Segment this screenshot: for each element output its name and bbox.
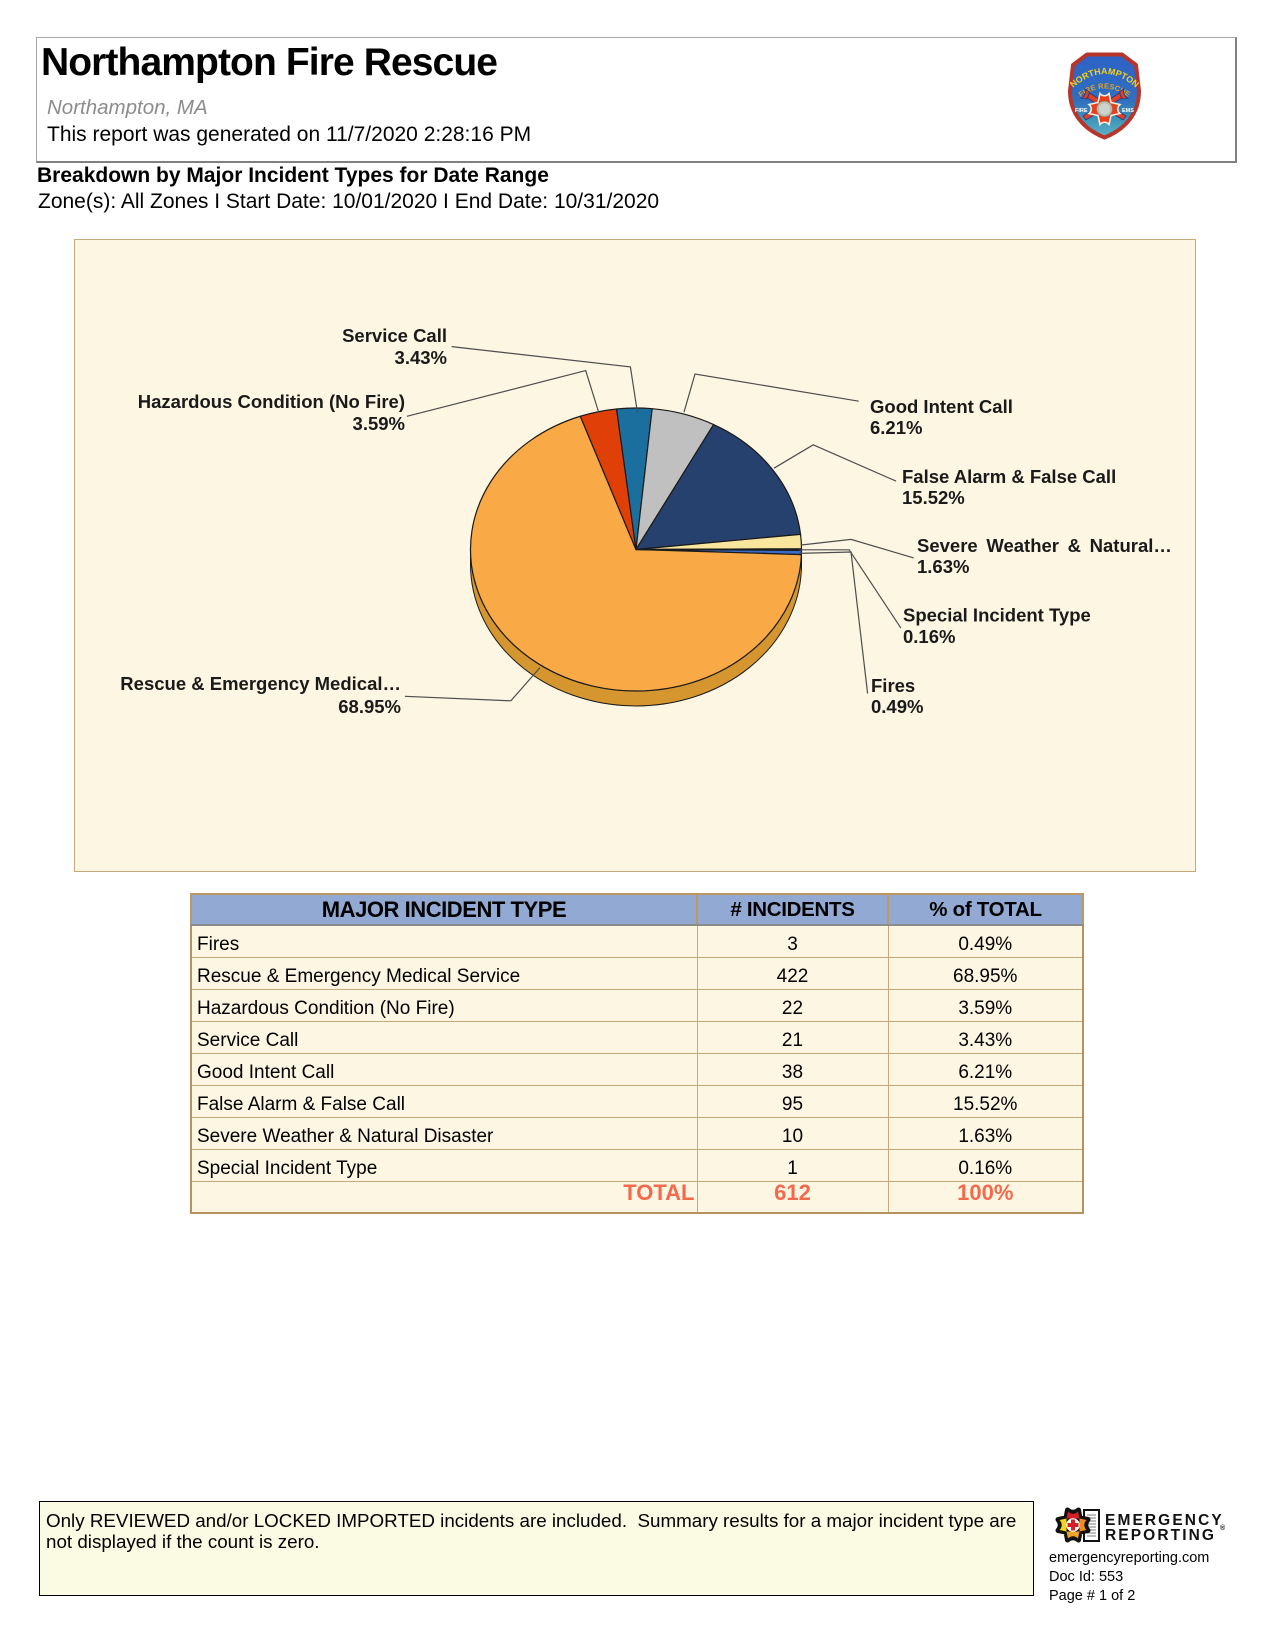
svg-text:1.63%: 1.63% [917,556,969,577]
svg-text:Good Intent Call: Good Intent Call [870,396,1013,417]
svg-text:0.16%: 0.16% [903,626,955,647]
svg-text:3.43%: 3.43% [395,347,447,368]
svg-text:0.49%: 0.49% [871,696,923,717]
svg-text:Special Incident Type: Special Incident Type [903,605,1091,626]
svg-text:False Alarm & False Call: False Alarm & False Call [902,466,1116,487]
svg-text:®: ® [1220,1524,1226,1532]
svg-text:Hazardous Condition (No Fire): Hazardous Condition (No Fire) [138,391,405,412]
svg-text:Severe Weather & Natural…: Severe Weather & Natural… [917,535,1172,556]
svg-text:15.52%: 15.52% [902,487,965,508]
svg-text:REPORTING: REPORTING [1105,1527,1216,1544]
svg-text:68.95%: 68.95% [338,696,401,717]
svg-text:Service Call: Service Call [342,325,447,346]
svg-text:EMERGENCY: EMERGENCY [1105,1512,1224,1529]
svg-text:EMS: EMS [1122,108,1134,114]
svg-text:3.59%: 3.59% [353,413,405,434]
svg-text:6.21%: 6.21% [870,417,922,438]
svg-text:Rescue & Emergency Medical…: Rescue & Emergency Medical… [120,673,401,694]
svg-text:Fires: Fires [871,675,915,696]
svg-text:FIRE: FIRE [1075,108,1088,114]
